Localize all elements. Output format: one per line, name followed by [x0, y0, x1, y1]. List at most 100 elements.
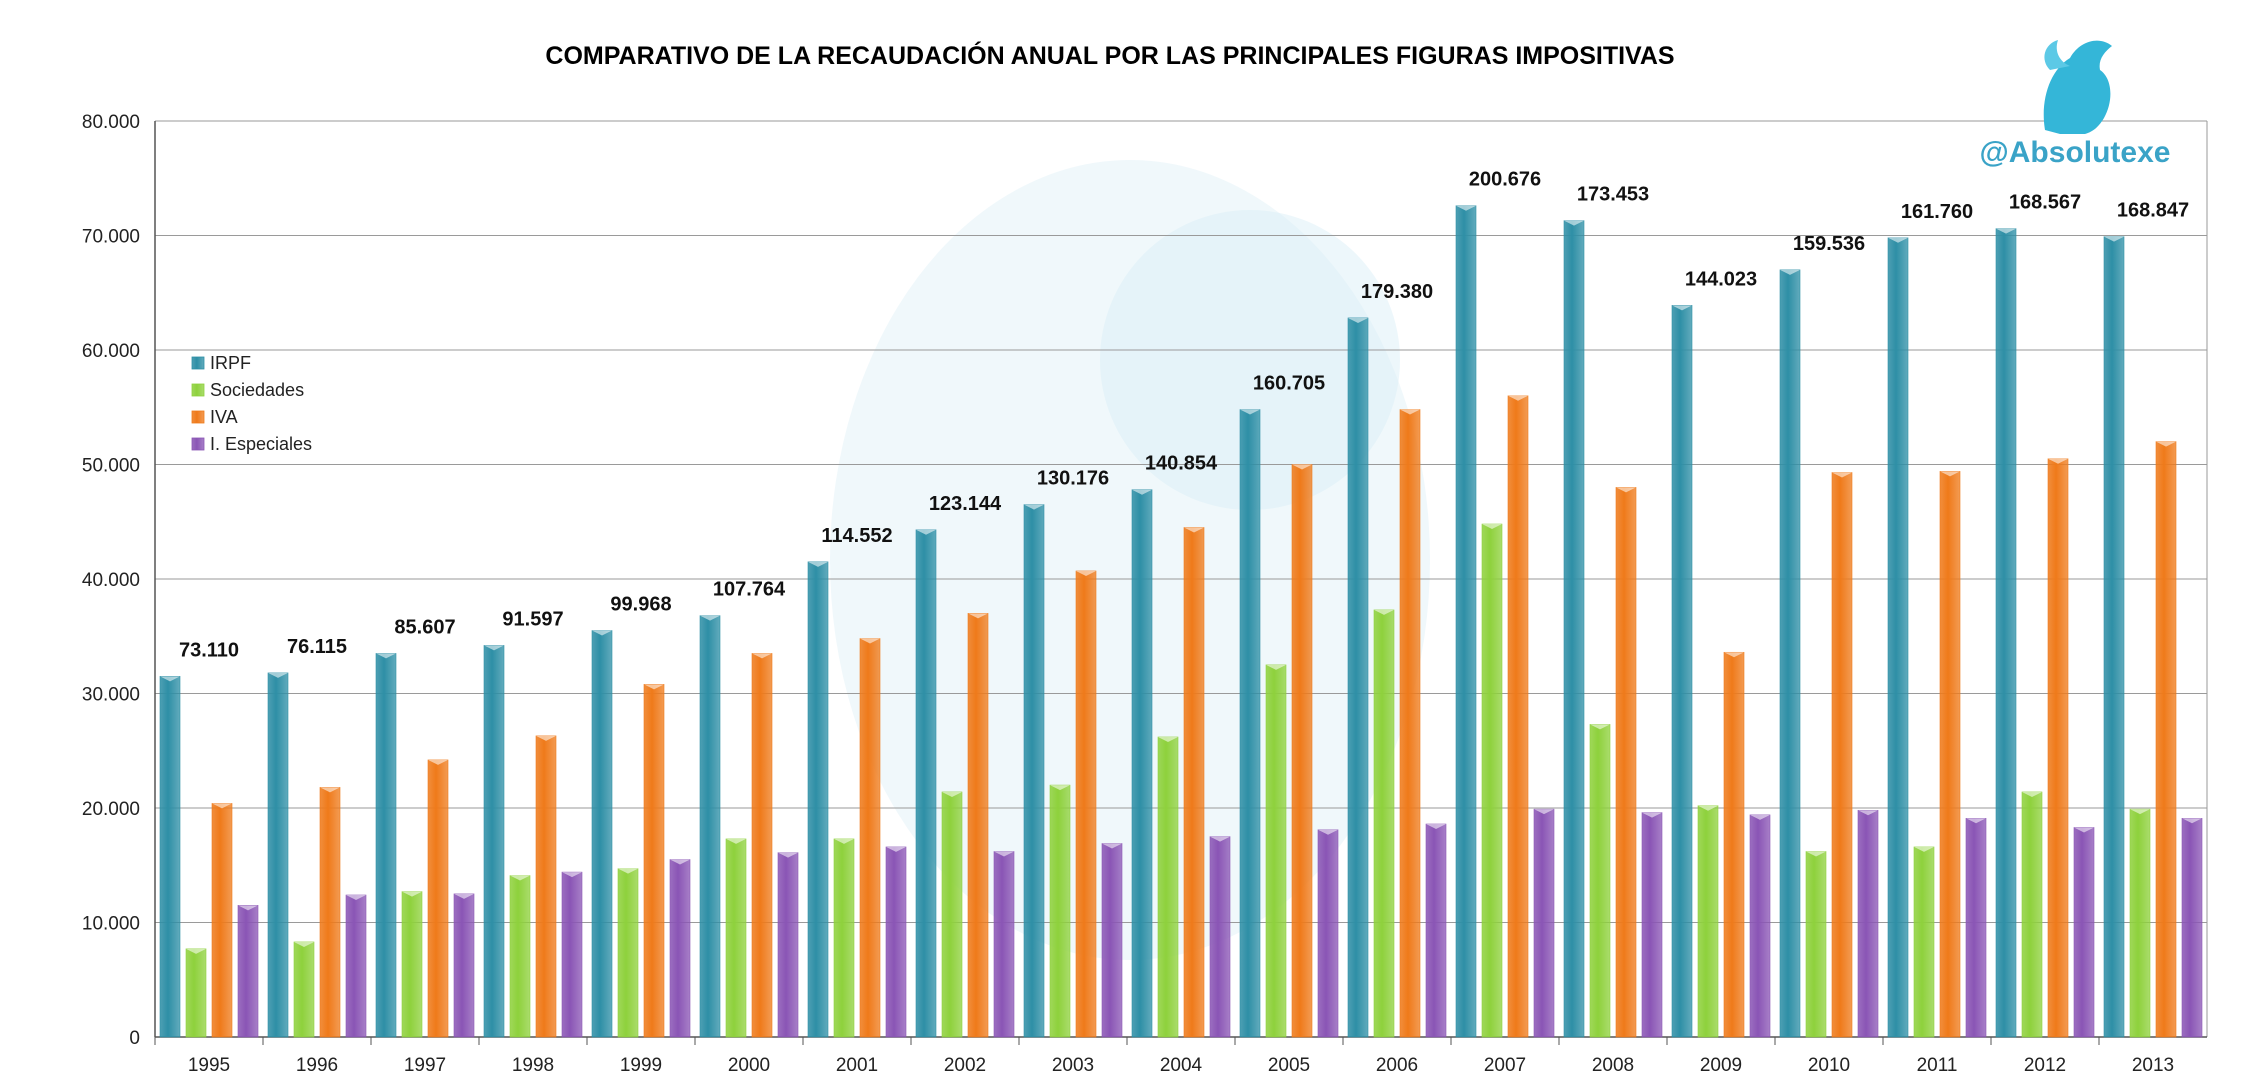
x-tick-label: 2006 [1376, 1055, 1418, 1076]
bar-cap [1400, 409, 1420, 415]
bar-sociedades-2000 [725, 838, 747, 1038]
bar-cap [592, 630, 612, 636]
bar-cap [1564, 220, 1584, 226]
bar-cap [510, 875, 530, 881]
bar-iva-2001 [859, 638, 881, 1038]
x-tick-label: 1999 [620, 1055, 662, 1076]
y-tick-label: 30.000 [82, 685, 140, 706]
bar-cap [1806, 851, 1826, 857]
bar-iva-2013 [2155, 441, 2177, 1038]
bar-sociedades-2006 [1373, 609, 1395, 1038]
bar-cap [1266, 664, 1286, 670]
total-label-2007: 200.676 [1469, 169, 1541, 191]
x-tick-label: 2003 [1052, 1055, 1094, 1076]
x-tick-label: 1995 [188, 1055, 230, 1076]
bar-cap [860, 638, 880, 644]
bar-cap [1374, 609, 1394, 615]
bar-cap [320, 787, 340, 793]
bar-irpf-2009 [1671, 305, 1693, 1038]
bar-sociedades-2011 [1913, 846, 1935, 1038]
bar-iva-2010 [1831, 472, 1853, 1038]
bar-sociedades-2003 [1049, 784, 1071, 1038]
x-tick-label: 1998 [512, 1055, 554, 1076]
bar-cap [1888, 237, 1908, 243]
bar-iva-2012 [2047, 458, 2069, 1038]
bar-irpf-1997 [375, 653, 397, 1038]
bar-iva-2011 [1939, 471, 1961, 1038]
total-label-1995: 73.110 [179, 639, 239, 661]
x-tick-label: 2000 [728, 1055, 770, 1076]
bar-cap [1050, 785, 1070, 791]
total-label-2010: 159.536 [1793, 233, 1865, 255]
bar-cap [212, 803, 232, 809]
bar-cap [1534, 809, 1554, 815]
bar-cap [2104, 236, 2124, 242]
bar-cap [752, 653, 772, 659]
bar-cap [2156, 441, 2176, 447]
bar-cap [700, 615, 720, 621]
bar-irpf-2003 [1023, 504, 1045, 1038]
x-tick-label: 2009 [1700, 1055, 1742, 1076]
bar-cap [1426, 824, 1446, 830]
bar-cap [1132, 489, 1152, 495]
bar-cap [1102, 843, 1122, 849]
bar-cap [268, 672, 288, 678]
bar-cap [644, 684, 664, 690]
x-tick-label: 1996 [296, 1055, 338, 1076]
total-label-2002: 123.144 [929, 493, 1002, 515]
bar-irpf-1998 [483, 645, 505, 1038]
bar-i-especiales-1997 [453, 893, 475, 1038]
bar-cap [1966, 818, 1986, 824]
bar-iva-2005 [1291, 464, 1313, 1038]
bar-i-especiales-2002 [993, 851, 1015, 1038]
bar-cap [484, 645, 504, 651]
bar-cap [834, 838, 854, 844]
bar-cap [994, 851, 1014, 857]
x-tick-label: 2002 [944, 1055, 986, 1076]
griffin-wing-icon [2044, 40, 2070, 70]
bar-i-especiales-2000 [777, 852, 799, 1038]
bar-cap [1210, 836, 1230, 842]
bar-iva-2006 [1399, 409, 1421, 1038]
bar-sociedades-1999 [617, 868, 639, 1038]
legend-label: IRPF [210, 353, 251, 373]
x-tick-label: 2010 [1808, 1055, 1850, 1076]
bar-i-especiales-2006 [1425, 823, 1447, 1038]
bar-i-especiales-2001 [885, 846, 907, 1038]
legend-swatch [191, 383, 205, 397]
bar-irpf-2007 [1455, 205, 1477, 1038]
bar-iva-1998 [535, 735, 557, 1038]
bar-sociedades-2007 [1481, 523, 1503, 1038]
y-tick-label: 70.000 [82, 227, 140, 248]
bar-cap [1158, 737, 1178, 743]
x-tick-label: 2004 [1160, 1055, 1203, 1076]
bar-cap [670, 859, 690, 865]
bar-irpf-1996 [267, 672, 289, 1038]
bar-iva-2000 [751, 653, 773, 1038]
bar-irpf-2008 [1563, 220, 1585, 1038]
bar-sociedades-1996 [293, 941, 315, 1038]
bar-irpf-2004 [1131, 489, 1153, 1038]
legend: IRPF Sociedades IVA I. Especiales [191, 353, 312, 454]
bar-sociedades-2001 [833, 838, 855, 1038]
bar-sociedades-2008 [1589, 724, 1611, 1038]
x-tick-label: 2012 [2024, 1055, 2066, 1076]
y-tick-label: 60.000 [82, 341, 140, 362]
bar-cap [1672, 305, 1692, 311]
bar-cap [1508, 395, 1528, 401]
bar-irpf-2000 [699, 615, 721, 1038]
bar-i-especiales-1999 [669, 859, 691, 1038]
bar-cap [886, 846, 906, 852]
bar-cap [1076, 570, 1096, 576]
bar-cap [1024, 504, 1044, 510]
bar-cap [346, 895, 366, 901]
bar-cap [1858, 810, 1878, 816]
bar-iva-2002 [967, 613, 989, 1038]
chart-title: COMPARATIVO DE LA RECAUDACIÓN ANUAL POR … [545, 40, 1674, 70]
bar-cap [1780, 269, 1800, 275]
bar-i-especiales-2012 [2073, 827, 2095, 1038]
bar-irpf-2001 [807, 561, 829, 1038]
bar-cap [942, 791, 962, 797]
